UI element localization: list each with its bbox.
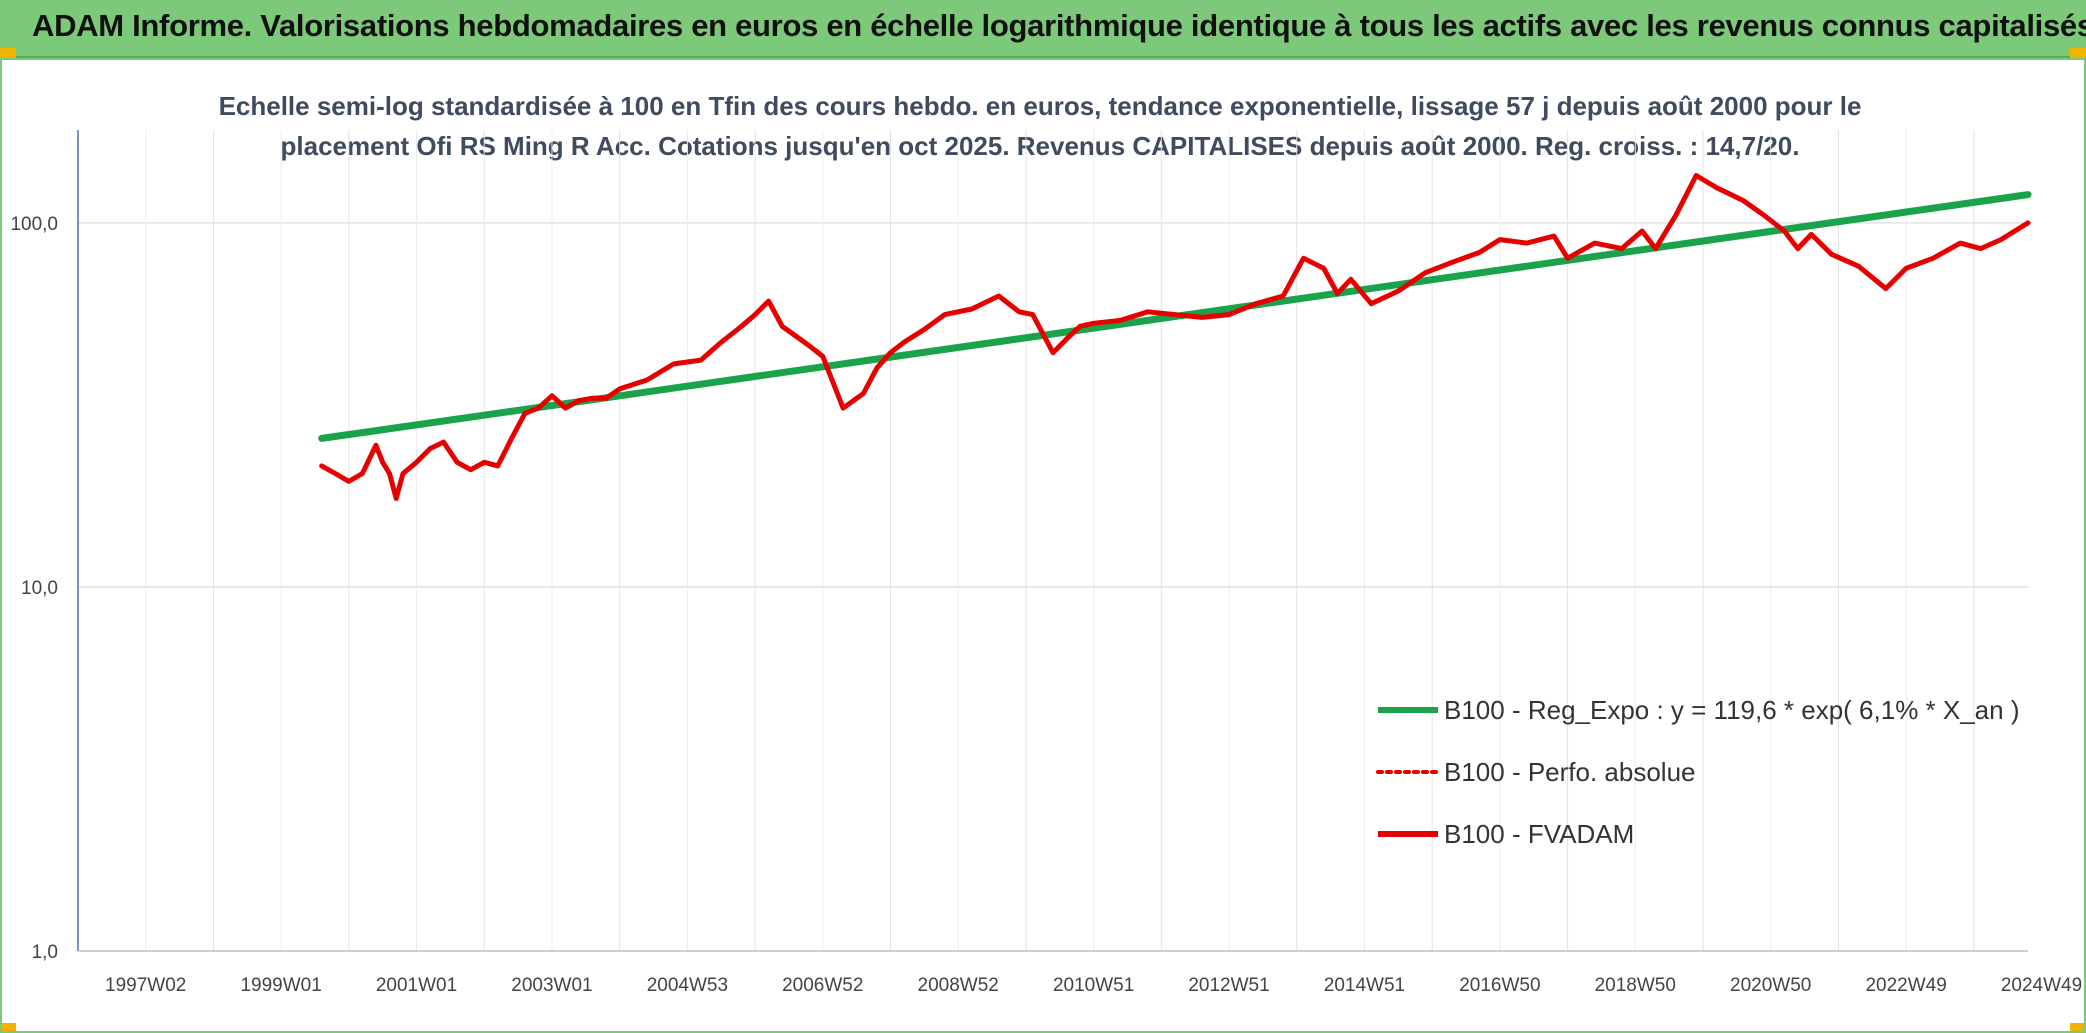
legend-label: B100 - FVADAM — [1444, 819, 1634, 849]
legend: B100 - Reg_Expo : y = 119,6 * exp( 6,1% … — [1376, 695, 2019, 849]
x-tick-label: 2010W51 — [1053, 975, 1134, 996]
y-tick-label: 1,0 — [32, 942, 58, 963]
header-bar: ADAM Informe. Valorisations hebdomadaire… — [0, 0, 2086, 58]
x-tick-label: 2006W52 — [782, 975, 863, 996]
chart-title-line-1: Echelle semi-log standardisée à 100 en T… — [218, 91, 1862, 121]
x-tick-label: 2014W51 — [1324, 975, 1405, 996]
legend-label: B100 - Reg_Expo : y = 119,6 * exp( 6,1% … — [1444, 695, 2019, 725]
y-tick-label: 10,0 — [21, 578, 58, 599]
corner-mark-bottom-right — [2070, 1023, 2086, 1033]
grid — [77, 130, 2028, 951]
y-tick-label: 100,0 — [10, 214, 58, 235]
corner-mark-top-right — [2070, 48, 2086, 58]
x-tick-label: 1997W02 — [105, 975, 186, 996]
axes — [77, 130, 2028, 952]
x-tick-label: 2008W52 — [918, 975, 999, 996]
x-tick-label: 2020W50 — [1730, 975, 1811, 996]
x-tick-labels: 1997W02 1999W01 2001W01 2003W01 2004W53 2006W… — [105, 975, 2082, 996]
x-tick-label: 1999W01 — [240, 975, 321, 996]
chart-title-line-2: placement Ofi RS Ming R Acc. Cotations j… — [280, 131, 1800, 161]
x-tick-label: 2003W01 — [511, 975, 592, 996]
x-tick-label: 2016W50 — [1459, 975, 1540, 996]
legend-label: B100 - Perfo. absolue — [1444, 757, 1696, 787]
series-layer — [318, 173, 2032, 501]
x-tick-label: 2024W49 — [2001, 975, 2082, 996]
x-tick-label: 2001W01 — [376, 975, 457, 996]
chart-frame — [0, 58, 2086, 1033]
x-tick-label: 2018W50 — [1595, 975, 1676, 996]
fvadam-line — [319, 173, 2031, 501]
corner-mark-top-left — [0, 48, 16, 58]
report-title: ADAM Informe. Valorisations hebdomadaire… — [32, 8, 2086, 43]
x-tick-label: 2022W49 — [1865, 975, 1946, 996]
y-tick-labels: 1,0 10,0 100,0 — [10, 214, 58, 963]
x-tick-label: 2012W51 — [1188, 975, 1269, 996]
x-tick-label: 2004W53 — [647, 975, 728, 996]
corner-mark-bottom-left — [0, 1023, 16, 1033]
chart-title: Echelle semi-log standardisée à 100 en T… — [140, 86, 1940, 166]
